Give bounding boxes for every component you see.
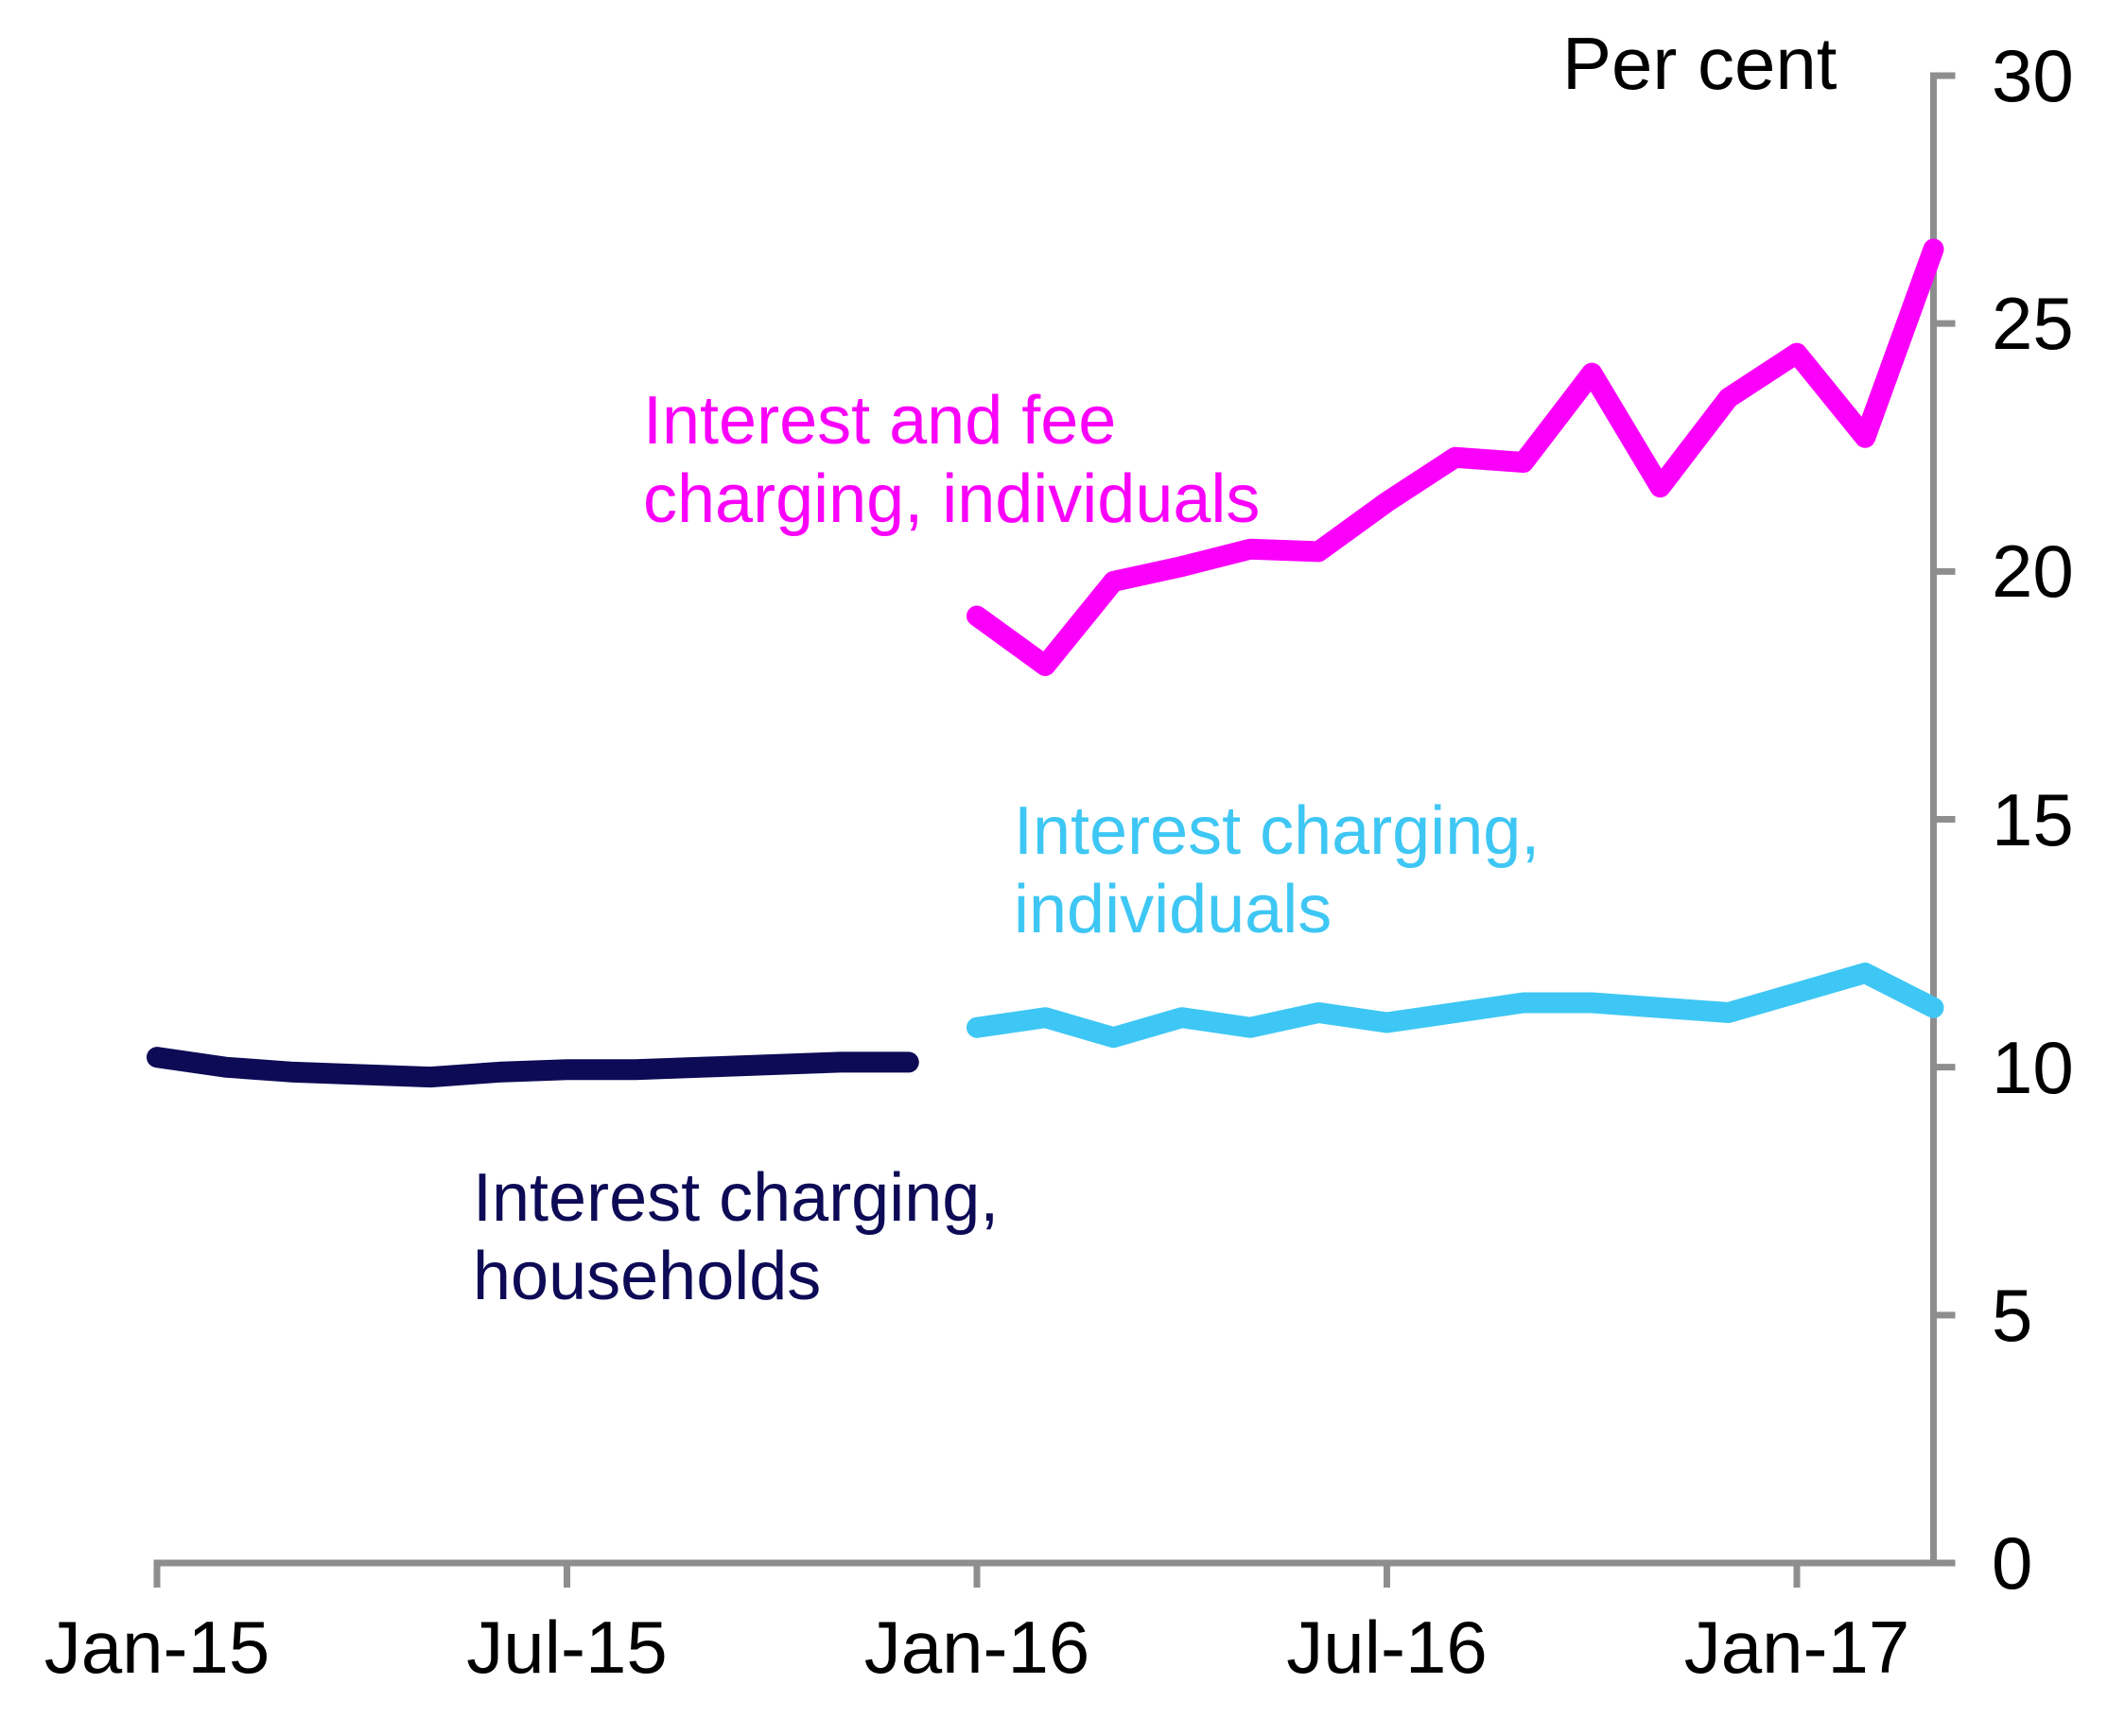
series-label-interest-charging-households: Interest charging, households — [473, 1159, 999, 1316]
series-label-line: Interest charging, — [1014, 793, 1541, 869]
series-label-line: households — [473, 1239, 822, 1314]
series-line-0 — [147, 1047, 919, 1088]
y-tick-label: 20 — [1992, 529, 2074, 614]
series-line-2 — [967, 238, 1944, 676]
series-label-interest-and-fee-charging-individuals: Interest and fee charging, individuals — [643, 382, 1260, 539]
series-label-line: Interest and fee — [643, 383, 1117, 459]
series-label-interest-charging-individuals: Interest charging, individuals — [1014, 792, 1540, 949]
x-tick-label: Jul-15 — [466, 1606, 668, 1689]
y-axis-unit-label: Per cent — [1562, 22, 1838, 105]
series-label-line: Interest charging, — [473, 1160, 1000, 1236]
x-tick-label: Jan-17 — [1683, 1606, 1910, 1689]
series-label-line: individuals — [1014, 872, 1332, 947]
series-label-line: charging, individuals — [643, 461, 1261, 537]
y-tick-label: 0 — [1992, 1521, 2033, 1605]
y-tick-label: 5 — [1992, 1273, 2033, 1357]
y-tick-label: 25 — [1992, 282, 2074, 366]
y-tick-label: 15 — [1992, 777, 2074, 861]
y-tick-label: 10 — [1992, 1025, 2074, 1109]
x-tick-label: Jul-16 — [1286, 1606, 1488, 1689]
series-line-1 — [967, 963, 1944, 1049]
y-tick-label: 30 — [1992, 34, 2074, 117]
x-tick-label: Jan-15 — [44, 1606, 270, 1689]
x-tick-label: Jan-16 — [863, 1606, 1090, 1689]
